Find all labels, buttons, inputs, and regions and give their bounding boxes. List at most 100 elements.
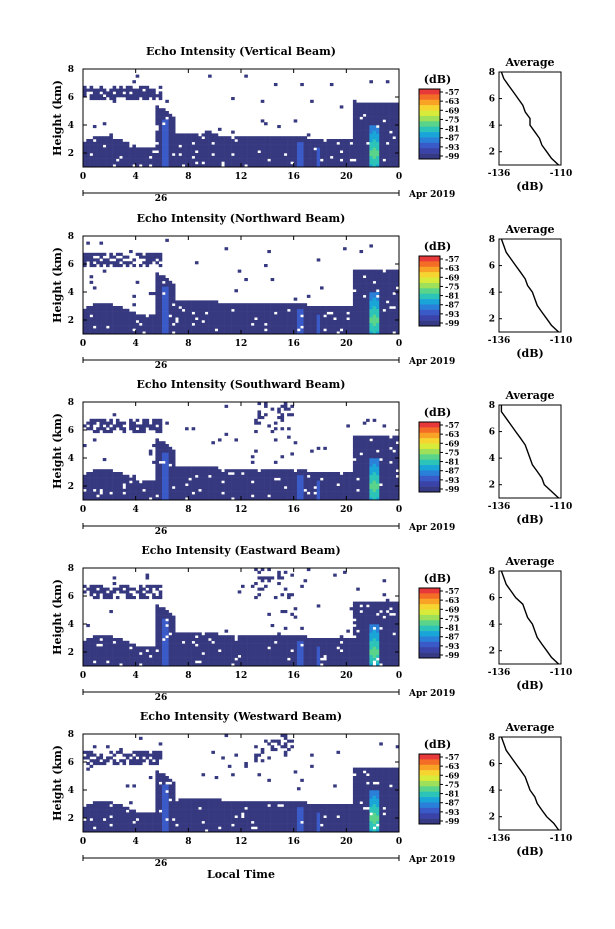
heatmap-cell: [375, 474, 380, 478]
heatmap-cells: [83, 568, 400, 667]
heatmap-cell: [119, 94, 123, 98]
heatmap-cell: [300, 654, 304, 658]
heatmap-cell: [375, 306, 380, 310]
heatmap-cell: [362, 469, 367, 473]
heatmap-cell: [369, 161, 373, 165]
heatmap-cell: [152, 155, 156, 159]
heatmap-cell: [379, 308, 383, 312]
heatmap-cell: [224, 164, 229, 168]
heatmap-cell: [178, 331, 183, 335]
heatmap-cell: [109, 494, 113, 498]
heatmap-cell: [168, 449, 173, 453]
heatmap-cell: [267, 474, 271, 478]
heatmap-cell: [99, 472, 104, 476]
heatmap-cell: [260, 141, 265, 145]
y-tick-label: 4: [68, 121, 74, 131]
heatmap-cell: [135, 424, 140, 428]
heatmap-cell: [293, 314, 298, 318]
heatmap-cell: [89, 306, 94, 310]
heatmap-cell: [148, 158, 153, 162]
heatmap-cell: [204, 136, 209, 140]
heatmap-cell: [119, 317, 123, 321]
heatmap-cell: [148, 322, 153, 326]
heatmap-cell: [257, 322, 262, 326]
heatmap-cell: [112, 255, 117, 259]
heatmap-cell: [138, 660, 143, 664]
heatmap-cell: [241, 663, 245, 667]
heatmap-cell: [356, 111, 360, 115]
heatmap-cell: [122, 474, 127, 478]
heatmap-cell: [343, 139, 347, 143]
heatmap-cell: [132, 654, 136, 658]
heatmap-cell: [168, 289, 173, 293]
heatmap-cell: [122, 494, 127, 498]
panel-0: Echo Intensity (Vertical Beam)0 4 8 12 16 20 0…: [51, 45, 572, 204]
heatmap-cell: [165, 99, 169, 103]
heatmap-cell: [231, 328, 235, 332]
heatmap-cell: [132, 483, 136, 487]
heatmap-cell: [125, 652, 130, 656]
heatmap-cell: [175, 643, 179, 647]
heatmap-cell: [270, 139, 275, 143]
heatmap-cell: [138, 328, 143, 332]
heatmap-cell: [385, 155, 390, 159]
heatmap-cell: [194, 139, 199, 143]
heatmap-cell: [372, 303, 377, 307]
heatmap-cell: [115, 252, 120, 256]
heatmap-cell: [214, 646, 219, 650]
heatmap-cell: [372, 292, 377, 296]
heatmap-cell: [115, 649, 120, 653]
heatmap-cell: [241, 584, 245, 588]
heatmap-cell: [352, 444, 357, 448]
heatmap-cell: [86, 322, 90, 326]
heatmap-cell: [132, 153, 136, 157]
heatmap-cell: [129, 311, 133, 315]
heatmap-cell: [320, 155, 324, 159]
heatmap-cell: [158, 85, 163, 89]
heatmap-cell: [247, 147, 252, 151]
heatmap-cell: [362, 289, 367, 293]
heatmap-cell: [96, 427, 100, 431]
heatmap-cell: [290, 573, 294, 577]
heatmap-cell: [395, 486, 400, 490]
heatmap-cell: [254, 657, 258, 661]
heatmap-cell: [280, 488, 285, 492]
heatmap-cell: [273, 646, 278, 650]
heatmap-cell: [320, 164, 324, 168]
heatmap-cell: [158, 497, 163, 501]
heatmap-cell: [168, 452, 173, 456]
heatmap-cell: [148, 314, 153, 318]
heatmap-cell: [125, 593, 130, 597]
heatmap-cell: [162, 320, 166, 324]
heatmap-cell: [162, 483, 166, 487]
heatmap-cell: [168, 663, 173, 667]
heatmap-cell: [382, 460, 387, 464]
heatmap-cell: [99, 331, 104, 335]
heatmap-cell: [155, 280, 160, 284]
heatmap-cell: [119, 483, 123, 487]
heatmap-cell: [389, 320, 393, 324]
panel-2: Echo Intensity (Southward Beam)0 4 8 12 16 20…: [51, 378, 572, 537]
heatmap-cell: [135, 153, 140, 157]
heatmap-cell: [313, 314, 318, 318]
heatmap-cell: [250, 161, 255, 165]
heatmap-cell: [135, 252, 140, 256]
heatmap-cell: [119, 649, 123, 653]
heatmap-cell: [237, 331, 242, 335]
heatmap-cell: [89, 590, 94, 594]
heatmap-cell: [112, 144, 117, 148]
heatmap-cell: [326, 328, 331, 332]
heatmap-cell: [310, 331, 314, 335]
y-tick-label: 4: [68, 288, 74, 298]
heatmap-cell: [254, 139, 258, 143]
heatmap-cell: [237, 657, 242, 661]
heatmap-cell: [92, 311, 97, 315]
heatmap-cell: [257, 144, 262, 148]
heatmap-cell: [366, 449, 370, 453]
heatmap-cell: [267, 139, 271, 143]
heatmap-cell: [224, 497, 229, 501]
heatmap-cell: [323, 147, 327, 151]
heatmap-cell: [356, 283, 360, 287]
heatmap-cell: [352, 150, 357, 154]
heatmap-cell: [158, 155, 163, 159]
